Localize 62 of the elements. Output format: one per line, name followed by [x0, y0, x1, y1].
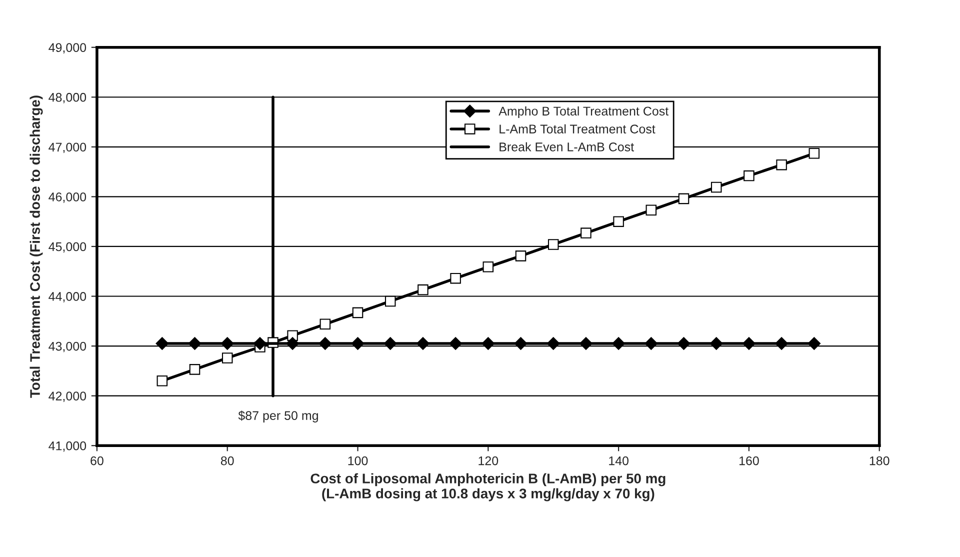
legend-label: Ampho B Total Treatment Cost	[498, 106, 669, 118]
x-tick-label: 180	[870, 456, 890, 466]
point	[744, 170, 754, 182]
point	[644, 337, 658, 350]
x-axis-title: Cost of Liposomal Amphotericin B (L-AmB) per 50 mg (L-AmB dosing at 10.8 days x 3 mg/kg/day x 70 kg)	[310, 473, 666, 502]
y-tick-label: 42,000	[48, 392, 86, 402]
point	[580, 337, 592, 350]
legend-label: L-AmB Total Treatment Cost	[500, 124, 656, 134]
point	[710, 182, 722, 193]
point	[156, 376, 168, 386]
point	[612, 337, 625, 350]
point	[418, 284, 428, 296]
point	[320, 318, 331, 330]
x-tick-label: 80	[220, 456, 234, 466]
y-tick-label: 44,000	[48, 292, 86, 302]
point	[254, 337, 266, 350]
annotation: $87 per 50 mg	[238, 410, 318, 422]
point	[189, 364, 200, 375]
x-tick-label: 60	[90, 456, 104, 466]
x-tick-label: 140	[609, 456, 628, 466]
point	[677, 337, 690, 350]
point	[351, 337, 364, 350]
x-tick-label: 100	[348, 456, 368, 466]
point	[220, 337, 234, 350]
point	[384, 296, 396, 307]
point	[515, 250, 526, 262]
point	[580, 228, 592, 238]
y-tick-label: 45,000	[48, 242, 86, 253]
point	[384, 337, 397, 350]
point	[449, 337, 462, 350]
point	[514, 337, 528, 350]
point	[808, 337, 821, 350]
point	[156, 337, 169, 350]
point	[678, 193, 690, 204]
y-tick-label: 46,000	[48, 192, 86, 203]
y-tick-label: 49,000	[48, 43, 86, 54]
y-tick-label: 41,000	[48, 441, 86, 452]
point	[742, 337, 756, 350]
legend-label: Break Even L-AmB Cost	[500, 142, 634, 152]
point	[646, 204, 657, 216]
point	[710, 337, 723, 350]
y-tick-label: 47,000	[48, 142, 86, 154]
point	[546, 337, 560, 350]
point	[548, 239, 559, 250]
y-tick-label: 43,000	[48, 342, 86, 352]
y-axis-title: Total Treatment Cost (First dose to discharge)	[30, 96, 43, 398]
y-tick-label: 48,000	[48, 92, 86, 104]
point	[808, 148, 820, 159]
point	[286, 337, 299, 350]
point	[450, 272, 461, 284]
point	[482, 262, 494, 272]
point	[222, 352, 233, 364]
point	[352, 307, 364, 318]
point	[776, 159, 787, 170]
point	[416, 337, 430, 350]
point	[318, 337, 332, 350]
point	[775, 337, 788, 350]
point	[482, 337, 495, 350]
x-tick-label: 120	[478, 456, 498, 466]
point	[188, 337, 202, 350]
x-tick-label: 160	[739, 456, 759, 466]
point	[613, 216, 624, 227]
